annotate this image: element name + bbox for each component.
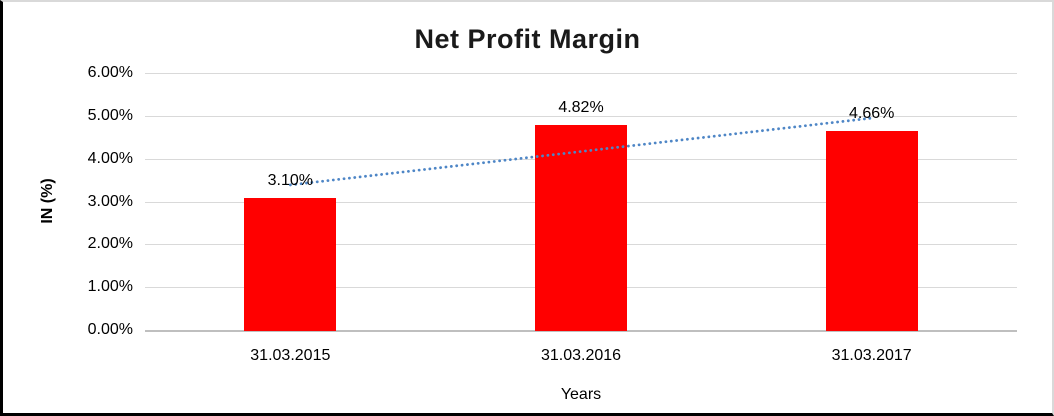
x-tick-label: 31.03.2015 <box>250 347 331 364</box>
data-label: 4.82% <box>558 98 604 116</box>
y-tick-label: 0.00% <box>87 321 133 338</box>
y-tick-label: 5.00% <box>87 106 133 124</box>
trendline <box>288 116 874 187</box>
y-tick-label: 4.00% <box>87 149 133 167</box>
x-tick-label: 31.03.2016 <box>540 347 622 364</box>
bar-31.03.2017 <box>825 131 918 331</box>
y-tick-label: 3.00% <box>87 192 133 210</box>
bar-31.03.2015 <box>244 198 337 331</box>
x-tick-label: 31.03.2017 <box>831 347 912 364</box>
gridline <box>145 73 1017 74</box>
y-tick-label: 2.00% <box>87 235 133 253</box>
y-tick-label: 6.00% <box>87 64 133 81</box>
gridline <box>145 115 1017 117</box>
data-label: 4.66% <box>848 105 895 123</box>
plot-area: 3.10% 4.82% 4.66% <box>145 73 1017 332</box>
bar-31.03.2016 <box>535 124 627 331</box>
x-axis-title: Years <box>560 386 602 403</box>
chart-title: Net Profit Margin <box>414 24 641 54</box>
y-tick-label: 1.00% <box>87 278 133 296</box>
data-label: 3.10% <box>267 172 314 190</box>
x-axis-line <box>145 330 1017 332</box>
